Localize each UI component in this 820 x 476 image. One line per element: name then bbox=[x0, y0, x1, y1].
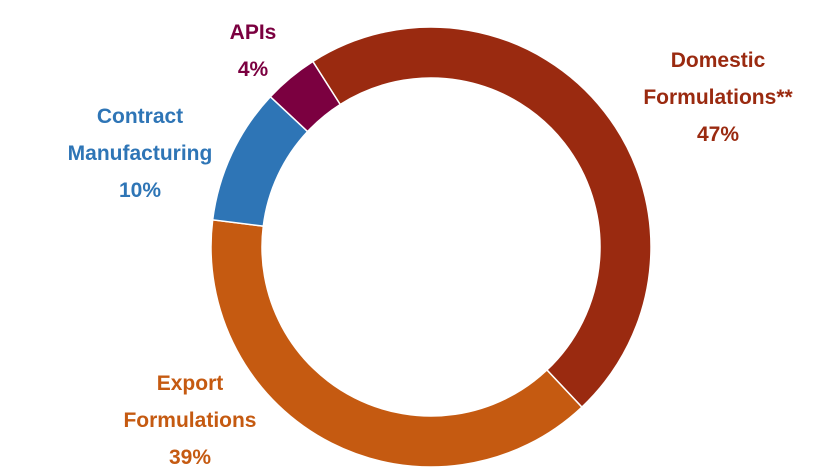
slice-label: Domestic Formulations** 47% bbox=[633, 42, 803, 153]
slice-label: Contract Manufacturing 10% bbox=[65, 98, 215, 209]
slice-label: APIs 4% bbox=[213, 14, 293, 88]
value-label: 4% bbox=[237, 58, 269, 81]
category-label: Export Formulations bbox=[123, 372, 257, 432]
category-label: Domestic Formulations** bbox=[643, 49, 793, 109]
value-label: 39% bbox=[168, 446, 212, 469]
donut-slice bbox=[269, 60, 342, 133]
value-label: 10% bbox=[118, 179, 162, 202]
category-label: Contract Manufacturing bbox=[67, 105, 213, 165]
donut-slice bbox=[311, 26, 652, 409]
donut-slice bbox=[210, 218, 583, 467]
value-label: 47% bbox=[696, 123, 740, 146]
slice-label: Export Formulations 39% bbox=[115, 365, 265, 476]
category-label: APIs bbox=[229, 21, 277, 44]
